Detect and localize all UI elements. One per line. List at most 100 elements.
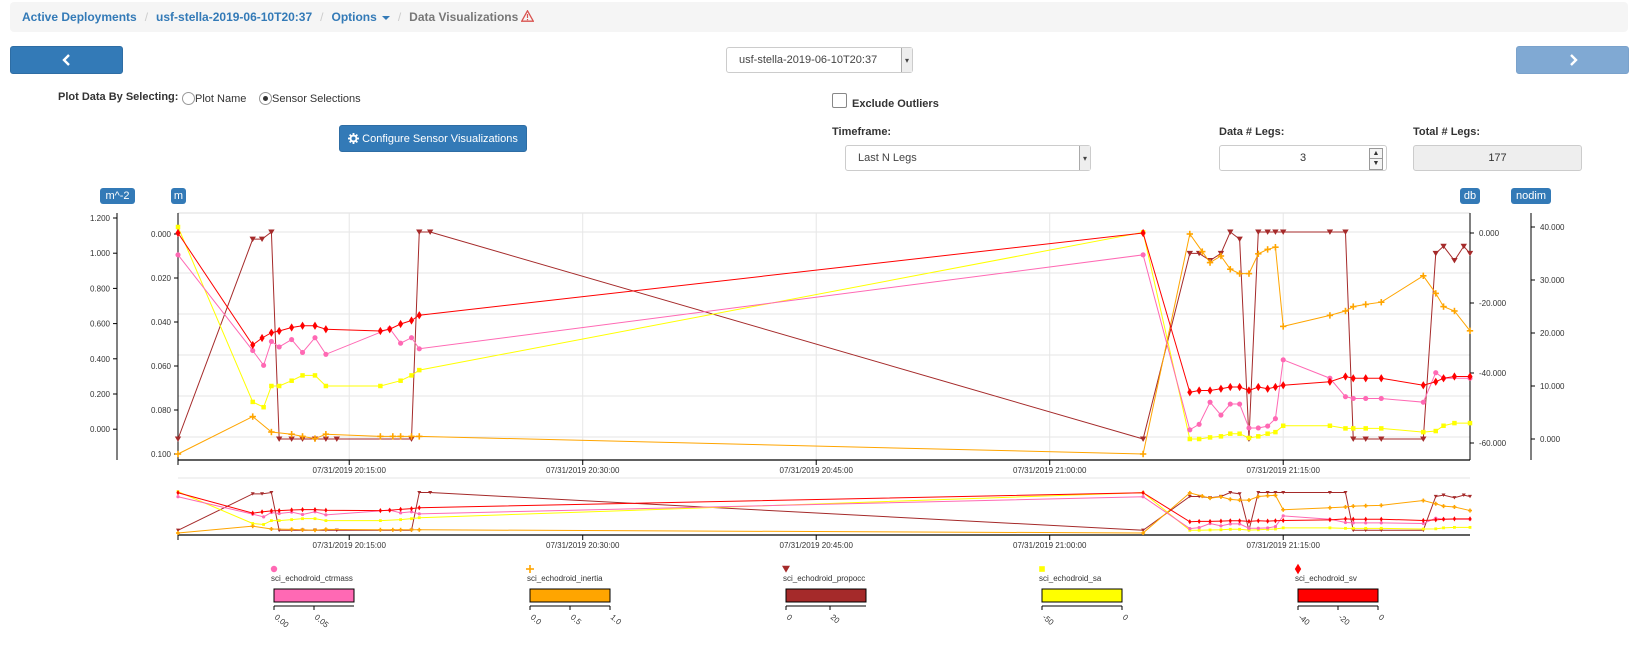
spinner-down-icon[interactable]: ▼ [1369,158,1383,170]
sci_echodroid_ctrmass-nav-point [1141,495,1145,499]
sci_echodroid_propocc-point [1139,436,1147,442]
sci_echodroid_sv-nav-point [1141,490,1145,496]
radio-label: Plot Name [195,92,247,105]
sci_echodroid_propocc-nav-point [1433,494,1438,499]
sci_echodroid_ctrmass-point [1196,421,1202,427]
sci_echodroid_sa-point [261,404,266,410]
sci_echodroid_sv-point [1327,377,1333,386]
data-legs-value: 3 [1299,152,1307,164]
sci_echodroid_propocc-nav-point [1343,490,1348,495]
sci_echodroid_ctrmass-nav-point [1256,526,1260,530]
previous-button[interactable] [10,46,123,74]
legend-marker-icon [1294,563,1302,575]
sci_echodroid_sv-nav-point [1273,518,1278,524]
sci_echodroid_sa-nav-point [251,522,255,525]
sci_echodroid_ctrmass-nav-point [176,495,180,499]
sci_echodroid_sa-nav-point [417,516,421,520]
y-tick-label: 0.060 [151,362,172,371]
legend-scale-label: 20 [829,613,842,626]
sci_echodroid_propocc-nav-point [1468,494,1472,499]
legend-swatch [1297,588,1379,603]
sci_echodroid_sa-point [276,383,282,389]
breadcrumb-separator: / [320,10,324,24]
legend-label: sci_echodroid_inertia [527,574,603,583]
sci_echodroid_sa-nav-point [1208,528,1212,532]
sci_echodroid_propocc-point [1460,243,1467,250]
sci_echodroid_propocc-point [416,229,423,235]
sci_echodroid_ctrmass-point [268,338,274,344]
radio-button-selected[interactable] [259,92,272,105]
radio-button[interactable] [182,92,195,105]
breadcrumb-active-deployments[interactable]: Active Deployments [22,10,137,24]
y-tick-label: 20.000 [1540,329,1565,338]
sci_echodroid_sa-point [1467,420,1473,426]
sci_echodroid_sv-nav-point [1468,516,1472,522]
sci_echodroid_sv-point [1451,372,1457,381]
sci_echodroid_ctrmass-point [250,348,256,354]
deployment-select[interactable]: usf-stella-2019-06-10T20:37 ▾ [726,47,913,73]
exclude-outliers-label: Exclude Outliers [852,98,939,110]
sci_echodroid_sa-nav-point [1434,527,1438,531]
sci_echodroid_sa-point [300,373,305,378]
sci_echodroid_ctrmass-point [1420,399,1426,405]
y-tick-label: 1.200 [90,214,111,223]
sci_echodroid_propocc-point [1186,250,1194,257]
sci_echodroid_sv-nav-point [324,507,328,513]
breadcrumb-deployment[interactable]: usf-stella-2019-06-10T20:37 [156,10,313,24]
exclude-outliers-checkbox[interactable] [832,93,847,108]
sci_echodroid_sa-point [1327,423,1333,428]
deployment-select-value: usf-stella-2019-06-10T20:37 [739,54,878,66]
configure-sensor-visualizations-button[interactable]: Configure Sensor Visualizations [339,125,527,152]
sci_echodroid_ctrmass-nav-point [1228,522,1232,526]
sci_echodroid_sa-nav-point [410,517,413,521]
sci_echodroid_sv-point [299,321,306,330]
y-tick-label: 0.800 [90,284,111,293]
caret-down-icon [381,15,390,20]
sci_echodroid_sa-point [1343,426,1348,431]
sci_echodroid_propocc-nav-point [1256,490,1261,495]
sci_echodroid_sa-point [417,367,422,373]
sci_echodroid_sv-point [1420,381,1426,390]
sci_echodroid_propocc-nav-point [1441,493,1446,497]
navigator-series [176,490,1472,535]
nav-x-tick-label: 07/31/2019 20:30:00 [546,541,620,550]
sci_echodroid_propocc-nav-point [269,490,274,495]
sci_echodroid_sa-nav-point [399,518,402,522]
sci_echodroid_sa-nav-point [277,519,281,523]
sci_echodroid_propocc-nav-point [1327,490,1332,495]
data-legs-input[interactable]: 3 ▲ ▼ [1219,145,1387,171]
sci_echodroid_ctrmass-point [276,344,282,350]
sci_echodroid_sv-nav-point [290,507,294,513]
sci_echodroid_sv-nav-point [398,506,403,512]
sci_echodroid_sv-point [377,326,383,336]
sci_echodroid_sa-point [289,378,294,383]
sci_echodroid_propocc-nav-point [1281,490,1286,495]
legend-label: sci_echodroid_sa [1039,574,1102,583]
y-tick-label: 10.000 [1540,382,1565,391]
radio-plot-name[interactable]: Plot Name [182,92,246,105]
sci_echodroid_ctrmass-nav-point [1273,524,1278,529]
sci_echodroid_sv-nav-point [1197,518,1201,525]
sci_echodroid_propocc-point [333,436,340,442]
next-button[interactable] [1516,46,1629,74]
sci_echodroid_propocc-point [249,236,256,243]
sci_echodroid_sa-nav-point [262,523,266,526]
sci_echodroid_sv-point [1467,372,1473,381]
timeframe-select[interactable]: Last N Legs ▾ [845,145,1091,171]
sci_echodroid_ctrmass-nav-point [1247,526,1251,530]
legend-scale-label: 0 [785,613,795,623]
sci_echodroid_ctrmass-line [177,254,1470,431]
y-tick-label: 0.400 [90,355,111,364]
y-tick-label: -20.000 [1479,299,1507,308]
sci_echodroid_sv-nav-point [251,510,255,516]
radio-sensor-selections[interactable]: Sensor Selections [259,92,361,105]
sci_echodroid_sv-point [387,325,393,334]
sci_echodroid_sa-point [1256,434,1261,439]
sci_echodroid_propocc-point [275,436,283,442]
sci_echodroid_propocc-point [1236,236,1243,243]
options-dropdown[interactable]: Options [331,10,390,24]
sci_echodroid_ctrmass-nav-point [277,511,281,516]
sci_echodroid_sv-nav-point [277,507,281,514]
legend-scale-label: 1.0 [609,613,624,627]
